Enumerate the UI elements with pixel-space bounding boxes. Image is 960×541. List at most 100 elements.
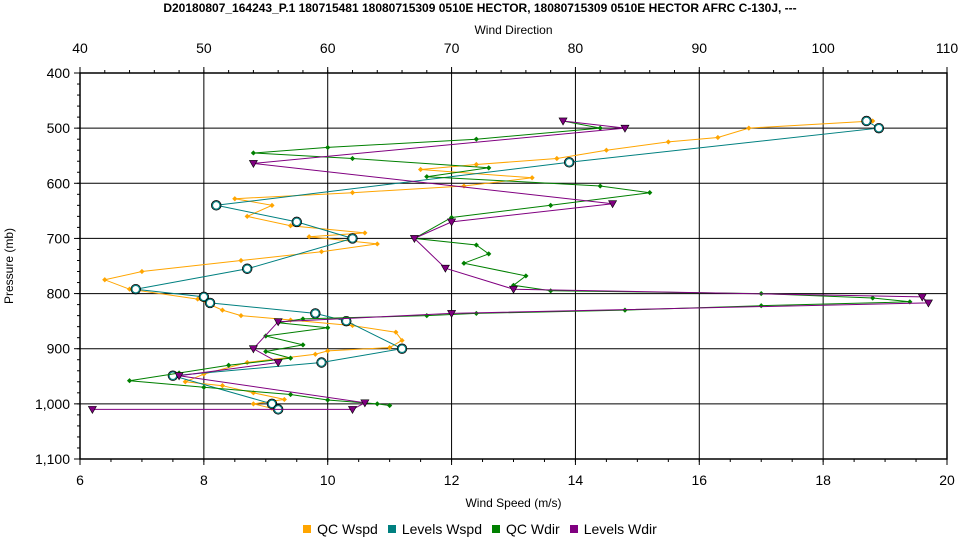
data-point [292,217,302,227]
data-point-outline [564,157,575,168]
legend-swatch [387,525,396,533]
data-point [126,378,133,384]
data-point [312,351,318,357]
x-tick-label: 16 [691,472,707,488]
data-point [267,399,277,409]
data-point [374,241,380,247]
data-point [87,406,97,414]
data-point [310,309,320,318]
data-point [248,345,258,354]
data-point [318,249,325,255]
plot-background [80,73,947,459]
data-point [447,218,457,227]
data-point [397,344,407,354]
legend-label: Levels Wdir [583,521,657,537]
data-point [226,362,232,368]
data-point [102,277,108,283]
y-tick-label: 1,000 [35,396,70,412]
data-point-outline [130,283,141,295]
data-point [461,260,467,266]
x2-axis-title: Wind Direction [474,23,552,37]
data-point [273,318,283,327]
x-tick-label: 18 [815,472,831,488]
data-point [201,384,207,390]
legend-item: Levels Wdir [569,521,657,537]
data-point [473,136,479,142]
x-tick-label: 20 [939,472,955,488]
data-point [424,174,430,180]
data-point [131,284,141,294]
legend-swatch [492,525,501,533]
chart-legend: QC Wspd Levels Wspd QC Wdir Levels Wdir [0,521,960,537]
data-point-outline [396,343,408,354]
data-point [287,223,294,229]
data-point [508,285,519,294]
y-tick-label: 600 [47,175,71,191]
data-point [473,161,479,168]
data-point [473,242,479,248]
data-point [244,359,250,366]
data-point [665,139,671,145]
x2-tick-label: 100 [811,40,835,56]
data-point [409,235,419,244]
x2-tick-label: 110 [936,40,959,56]
data-point [325,325,331,331]
data-point [387,345,393,351]
data-point [758,303,764,309]
x2-tick-label: 60 [320,40,336,56]
data-point-outline [198,291,210,303]
data-point [374,401,380,407]
data-point-outline [211,200,222,211]
data-point-outline [347,233,358,244]
legend-swatch [569,525,578,533]
data-point [622,307,628,313]
legend-label: Levels Wspd [401,521,483,537]
data-point [564,157,574,167]
data-point [862,116,871,126]
data-point [870,118,876,124]
plot-frame [79,72,948,460]
y-tick-label: 900 [47,341,71,357]
data-point [440,264,450,273]
data-point [608,200,618,209]
x2-tick-label: 40 [72,40,88,56]
x-tick-label: 6 [76,472,84,488]
data-point [447,310,457,319]
data-point [126,286,133,292]
data-point [250,390,256,396]
data-point [199,292,209,302]
x-axis-title: Wind Speed (m/s) [465,496,561,510]
data-point-outline [266,398,278,410]
data-point [597,183,603,189]
data-point [250,401,256,407]
data-point-outline [291,216,302,228]
data-point [647,190,653,196]
y-axis-title: Pressure (mb) [2,228,16,304]
data-point [917,293,927,302]
data-point [473,310,479,317]
data-point [746,125,752,131]
x-tick-label: 12 [444,472,460,488]
data-point [325,397,331,403]
data-point [486,165,492,171]
data-point [269,202,275,208]
data-point [281,396,287,403]
data-point [248,160,258,169]
data-point [300,342,306,348]
legend-label: QC Wdir [506,521,560,537]
data-point [348,234,357,243]
data-point [362,230,368,236]
data-point-outline [316,357,327,368]
data-point [287,391,294,398]
data-point [349,190,356,196]
legend-item: QC Wdir [492,521,560,537]
x-tick-label: 10 [320,472,336,488]
data-point [349,155,356,162]
data-point [325,348,331,354]
data-point [174,372,184,381]
x-tick-label: 14 [568,472,584,488]
data-point [195,296,201,302]
data-point-outline [873,122,885,134]
